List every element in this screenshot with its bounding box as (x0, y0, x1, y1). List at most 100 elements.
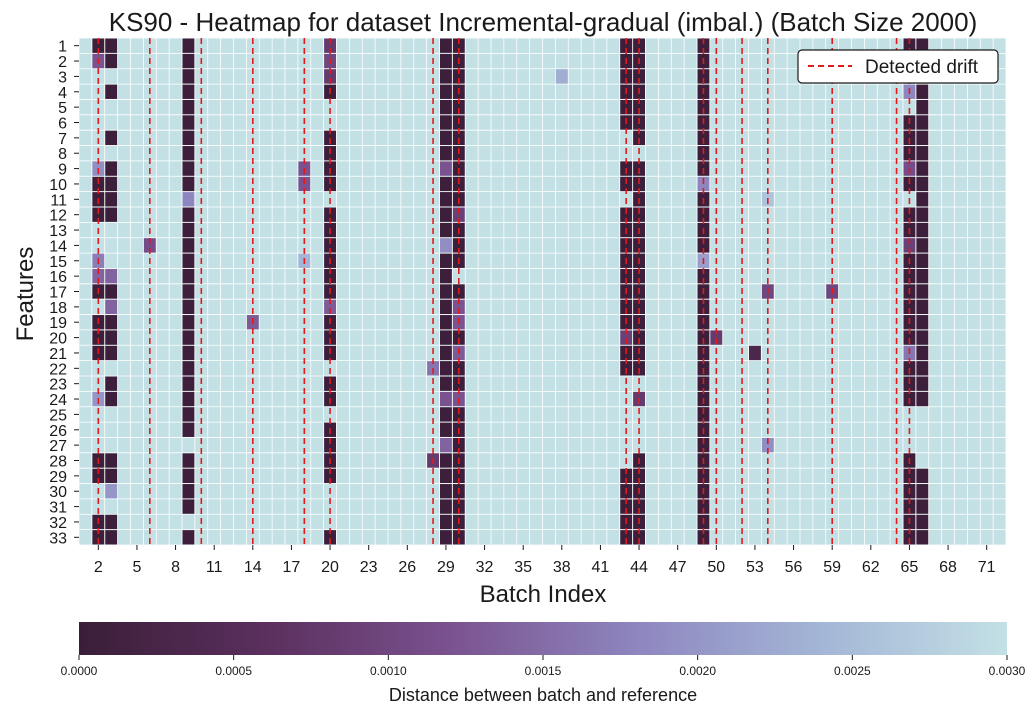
heatmap-cell (440, 330, 452, 345)
heatmap-cell (105, 161, 118, 176)
heatmap-cell (697, 207, 710, 222)
x-tick-label: 68 (939, 559, 957, 576)
y-tick-label: 8 (58, 146, 67, 163)
heatmap-cell (916, 361, 929, 376)
heatmap-cell (182, 146, 195, 161)
x-tick-labels: 2 5 8 11 14 17 20 23 26 29 32 35 38 41 44 47 50 53 56 59 62 6… (94, 545, 996, 576)
heatmap-cell (916, 514, 929, 530)
heatmap-cell (620, 99, 633, 115)
y-tick-label: 21 (49, 346, 67, 363)
heatmap-cell (182, 284, 195, 299)
heatmap-cell (105, 130, 118, 146)
heatmap-cell (105, 192, 118, 207)
heatmap-cell (452, 468, 465, 484)
heatmap-cell (620, 69, 633, 84)
x-tick-label: 35 (514, 559, 532, 576)
heatmap-cell (182, 192, 195, 207)
heatmap-cell (182, 453, 195, 468)
y-tick-label: 1 (58, 39, 67, 56)
heatmap-cell (182, 115, 195, 130)
heatmap-cell (182, 84, 195, 99)
x-tick-label: 17 (283, 559, 301, 576)
heatmap-cell (105, 330, 118, 345)
heatmap-cell (697, 330, 710, 345)
x-tick-label: 47 (669, 559, 687, 576)
x-tick-label: 2 (94, 559, 103, 576)
legend-box (797, 49, 999, 84)
x-tick-label: 56 (785, 559, 803, 576)
heatmap-cell (903, 268, 916, 284)
heatmap-cell (105, 315, 118, 330)
heatmap-cell (633, 299, 645, 315)
heatmap-cell (555, 69, 568, 84)
heatmap-cell (633, 268, 645, 284)
colorbar-tick-label: 0.0020 (679, 664, 716, 678)
heatmap-cell (440, 453, 452, 468)
heatmap-cell (916, 146, 929, 161)
heatmap-cell (440, 437, 452, 453)
heatmap-cell (749, 345, 761, 361)
y-tick-label: 24 (49, 392, 67, 409)
y-tick-label: 5 (58, 100, 67, 117)
heatmap-cell (633, 238, 645, 253)
heatmap-cell (92, 468, 105, 484)
heatmap-cell (633, 468, 645, 484)
heatmap-cell (440, 253, 452, 268)
heatmap-cell (440, 299, 452, 315)
y-tick-label: 13 (49, 223, 67, 240)
x-tick-label: 38 (553, 559, 571, 576)
y-tick-label: 18 (49, 300, 67, 317)
heatmap-cell (452, 38, 465, 53)
heatmap-cell (903, 207, 916, 222)
heatmap-cell (452, 99, 465, 115)
x-tick-label: 14 (244, 559, 262, 576)
heatmap-cell (916, 345, 929, 361)
heatmap-cell (440, 284, 452, 299)
heatmap-cell (452, 437, 465, 453)
heatmap-cell (324, 268, 336, 284)
heatmap-cell (440, 115, 452, 130)
heatmap-cell (440, 222, 452, 238)
heatmap-cell (903, 238, 916, 253)
heatmap-cell (440, 238, 452, 253)
heatmap-cell (105, 484, 118, 499)
heatmap-cell (440, 345, 452, 361)
heatmap-cell (92, 38, 105, 53)
heatmap-cell (697, 130, 710, 146)
x-tick-label: 71 (978, 559, 996, 576)
x-tick-label: 29 (437, 559, 455, 576)
x-tick-label: 65 (901, 559, 919, 576)
heatmap-cell (182, 53, 195, 69)
heatmap-cell (440, 468, 452, 484)
heatmap-cell (182, 222, 195, 238)
heatmap-cell (903, 38, 916, 53)
heatmap-cell (440, 530, 452, 545)
heatmap-cell (440, 161, 452, 176)
heatmap-cell (620, 468, 633, 484)
y-tick-label: 25 (49, 407, 67, 424)
x-tick-label: 26 (398, 559, 416, 576)
heatmap-cell (143, 238, 156, 253)
x-tick-label: 32 (476, 559, 494, 576)
heatmap-cell (182, 238, 195, 253)
heatmap-cell (182, 69, 195, 84)
heatmap-cell (324, 468, 336, 484)
x-tick-label: 59 (823, 559, 841, 576)
heatmap-cell (916, 468, 929, 484)
heatmap-cell (916, 330, 929, 345)
heatmap-cell (440, 391, 452, 407)
heatmap-cell (916, 176, 929, 192)
heatmap-cell (440, 38, 452, 53)
heatmap-cell (440, 192, 452, 207)
heatmap-cell (324, 69, 336, 84)
heatmap-cell (440, 407, 452, 422)
heatmap-cell (182, 207, 195, 222)
colorbar-tick-label: 0.0025 (834, 664, 871, 678)
heatmap-cell (182, 253, 195, 268)
heatmap-cell (633, 38, 645, 53)
heatmap-cell (697, 530, 710, 545)
heatmap-cell (697, 69, 710, 84)
heatmap-cell (916, 299, 929, 315)
colorbar (79, 622, 1007, 655)
heatmap-cell (440, 146, 452, 161)
